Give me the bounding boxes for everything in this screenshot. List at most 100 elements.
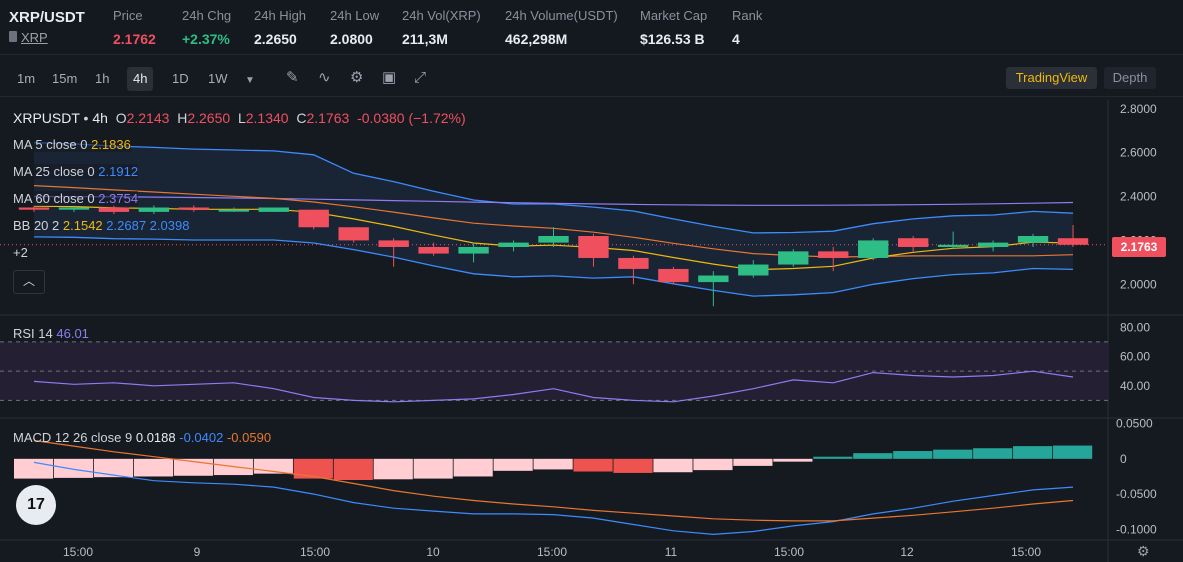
rsi-line: [33, 370, 1074, 403]
macd-histogram-bar: [333, 458, 373, 480]
axis-settings-icon[interactable]: ⚙: [1137, 543, 1150, 559]
time-axis-label: 15:00: [774, 545, 804, 559]
candle-body: [138, 207, 170, 212]
candle-body: [178, 207, 210, 210]
stat-24h-change: 24h Chg +2.37%: [182, 8, 232, 47]
ma60-line: [33, 195, 1074, 206]
ma60-legend[interactable]: MA 60 close 0 2.3754: [13, 191, 139, 206]
macd-axis-label: 0.0500: [1116, 417, 1153, 431]
more-timeframes-icon[interactable]: ▼: [245, 75, 255, 86]
candle-body: [378, 240, 409, 247]
macd-histogram-bar: [613, 458, 653, 473]
macd-histogram-bar: [893, 451, 933, 459]
macd-histogram-bar: [493, 458, 533, 471]
price-axis-label: 2.4000: [1120, 190, 1157, 204]
rsi-axis-label: 40.00: [1120, 379, 1150, 393]
candle-body: [18, 207, 50, 210]
macd-histogram-bar: [14, 458, 54, 479]
macd-histogram-bar: [413, 458, 453, 479]
candle-body: [418, 246, 449, 254]
tradingview-logo[interactable]: 17: [16, 485, 56, 525]
depth-tab[interactable]: Depth: [1104, 67, 1156, 89]
candle-body: [338, 227, 369, 241]
fullscreen-icon[interactable]: ⤢: [414, 69, 427, 86]
rsi-axis-label: 60.00: [1120, 350, 1150, 364]
candle-body: [618, 257, 649, 269]
macd-axis-label: -0.1000: [1116, 522, 1157, 536]
price-axis-label: 2.0000: [1120, 277, 1157, 291]
stat-24h-vol-xrp: 24h Vol(XRP) 211,3M: [402, 8, 481, 47]
time-axis-label: 12: [900, 545, 914, 559]
symbol-title[interactable]: XRP/USDT: [9, 9, 85, 26]
bollinger-band-fill: [34, 142, 1073, 297]
price-axis-label: 2.6000: [1120, 146, 1157, 160]
macd-histogram-bar: [533, 458, 573, 470]
candle-body: [258, 207, 289, 212]
last-price-tag: 2.1763: [1112, 237, 1166, 257]
time-axis-label: 11: [665, 545, 678, 559]
time-axis-label: 10: [426, 545, 440, 559]
macd-histogram-bar: [773, 458, 813, 462]
timeframe-1m[interactable]: 1m: [17, 71, 36, 86]
macd-histogram-bar: [1013, 446, 1053, 459]
timeframe-1w[interactable]: 1W: [208, 71, 228, 86]
candle-body: [858, 240, 889, 258]
stat-market-cap: Market Cap $126.53 B: [640, 8, 708, 47]
tradingview-tab[interactable]: TradingView: [1006, 67, 1097, 89]
macd-histogram-bar: [853, 453, 893, 459]
macd-histogram-bar: [813, 456, 853, 459]
stat-24h-low: 24h Low 2.0800: [330, 8, 380, 47]
stat-rank: Rank 4: [732, 8, 763, 47]
timeframe-4h[interactable]: 4h: [127, 67, 154, 91]
bollinger-lower-line: [33, 236, 1074, 297]
chart-toolbar: 1m 15m 1h 4h 1D 1W ▼ ✎ ∿ ⚙ ▣ ⤢: [0, 62, 1183, 97]
macd-histogram-bar: [293, 458, 333, 479]
macd-histogram-bar: [933, 449, 973, 459]
stat-24h-volume-usdt: 24h Volume(USDT) 462,298M: [505, 8, 618, 47]
candle-body: [818, 251, 849, 258]
macd-histogram-bar: [93, 458, 134, 478]
bb-legend[interactable]: BB 20 2 2.1542 2.2687 2.0398: [13, 218, 190, 233]
time-axis-label: 15:00: [1011, 545, 1041, 559]
collapse-legend-button[interactable]: ︿: [13, 270, 45, 294]
price-chart[interactable]: 2.80002.60002.40002.20002.000080.0060.00…: [0, 100, 1183, 562]
indicator-chart-icon[interactable]: ∿: [318, 69, 331, 86]
rsi-legend[interactable]: RSI 14 46.01: [13, 326, 89, 341]
candle-body: [658, 268, 689, 283]
macd-legend[interactable]: MACD 12 26 close 9 0.0188 -0.0402 -0.059…: [13, 430, 272, 445]
macd-axis-label: 0: [1120, 452, 1127, 466]
document-icon: [9, 31, 17, 42]
candle-body: [58, 207, 90, 210]
timeframe-1d[interactable]: 1D: [172, 71, 189, 86]
candle-body: [538, 236, 569, 243]
timeframe-1h[interactable]: 1h: [95, 71, 110, 86]
macd-histogram-bar: [653, 458, 693, 473]
macd-histogram-bar: [53, 458, 94, 478]
timeframe-15m[interactable]: 15m: [52, 71, 78, 86]
candle-body: [458, 246, 489, 254]
macd-line: [33, 461, 1074, 536]
stat-24h-high: 24h High 2.2650: [254, 8, 307, 47]
ma25-legend[interactable]: MA 25 close 0 2.1912: [13, 164, 139, 179]
rsi-axis-label: 80.00: [1120, 320, 1150, 334]
candle-body: [937, 244, 969, 247]
macd-histogram-bar: [373, 458, 413, 480]
save-icon[interactable]: ▣: [382, 69, 397, 86]
candle-body: [1057, 238, 1089, 245]
ma5-legend[interactable]: MA 5 close 0 2.1836: [13, 137, 131, 152]
macd-histogram-bar: [973, 448, 1013, 459]
more-indicators[interactable]: +2: [13, 245, 28, 260]
candle-body: [498, 242, 529, 247]
candle-body: [897, 238, 929, 247]
macd-histogram-bar: [133, 458, 174, 477]
settings-gear-icon[interactable]: ⚙: [350, 69, 364, 86]
ticker-bar: XRP/USDT XRP Price 2.1762 24h Chg +2.37% 2…: [0, 0, 1183, 55]
candle-body: [698, 275, 729, 283]
coin-link[interactable]: XRP: [21, 30, 48, 45]
macd-histogram-bar: [573, 458, 613, 472]
time-axis-label: 15:00: [300, 545, 330, 559]
draw-pen-icon[interactable]: ✎: [286, 69, 299, 86]
macd-histogram-bar: [1053, 445, 1093, 459]
time-axis-label: 15:00: [537, 545, 567, 559]
macd-histogram-bar: [453, 458, 493, 477]
